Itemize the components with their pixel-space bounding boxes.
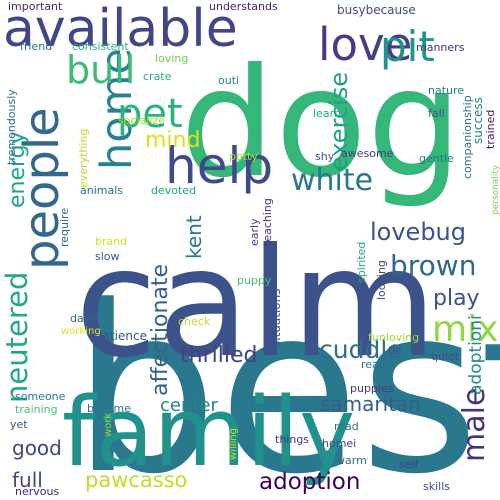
word-tremendously: tremendously bbox=[5, 89, 18, 165]
word-manners: manners bbox=[416, 41, 465, 54]
word-mix: mix bbox=[432, 309, 498, 350]
word-devoted: devoted bbox=[151, 184, 196, 197]
word-days: days bbox=[70, 312, 96, 325]
word-self: self bbox=[399, 458, 420, 471]
word-homei: homei bbox=[322, 437, 356, 450]
word-best: best bbox=[72, 258, 500, 500]
word-become: become bbox=[87, 402, 131, 415]
word-help: help bbox=[165, 137, 273, 195]
word-ready: ready bbox=[361, 358, 393, 371]
word-tlc: tlc bbox=[388, 344, 401, 357]
word-things: things bbox=[275, 433, 309, 446]
word-brown: brown bbox=[390, 249, 476, 282]
word-crate: crate bbox=[143, 70, 172, 83]
word-slow: slow bbox=[95, 250, 120, 263]
word-home: home bbox=[92, 48, 142, 170]
word-white: white bbox=[291, 163, 373, 198]
word-pet: pet bbox=[117, 91, 183, 137]
word-skills: skills bbox=[423, 480, 450, 493]
word-mind: mind bbox=[145, 128, 200, 153]
word-dog: dog bbox=[180, 37, 462, 211]
word-pawcasso: pawcasso bbox=[85, 468, 188, 492]
word-working: working bbox=[61, 326, 101, 337]
word-someone: someone bbox=[15, 390, 66, 403]
word-early: early bbox=[248, 218, 261, 246]
word-require: require bbox=[58, 208, 71, 247]
word-funloving: funloving bbox=[368, 331, 419, 344]
word-patience: patience bbox=[95, 329, 147, 343]
word-available: available bbox=[3, 0, 238, 59]
word-success: success bbox=[471, 97, 485, 144]
word-fall: fall bbox=[428, 107, 445, 120]
word-family: family bbox=[62, 378, 355, 488]
word-love: love bbox=[318, 18, 412, 71]
word-yet: yet bbox=[10, 418, 28, 431]
word-center: center bbox=[160, 395, 219, 416]
word-puppy: puppy bbox=[237, 274, 272, 287]
word-outi: outi bbox=[218, 74, 239, 87]
word-situations: situations bbox=[269, 289, 283, 348]
word-brand: brand bbox=[95, 235, 127, 248]
word-important: important bbox=[8, 0, 63, 13]
word-pit: pit bbox=[380, 22, 435, 71]
word-play: play bbox=[433, 286, 480, 311]
word-trained: trained bbox=[484, 110, 497, 149]
word-affectionate: affectionate bbox=[148, 264, 173, 396]
word-quiet: quiet bbox=[431, 350, 460, 363]
word-work: work bbox=[103, 413, 114, 437]
word-road: road bbox=[334, 420, 359, 433]
word-potty: potty bbox=[229, 150, 258, 163]
word-everything: everything bbox=[77, 129, 90, 188]
word-teaching: teaching bbox=[261, 198, 274, 246]
word-kent: kent bbox=[182, 215, 206, 259]
word-samaritan: samaritan bbox=[320, 392, 421, 416]
word-awesome: awesome bbox=[341, 147, 394, 160]
word-understands: understands bbox=[209, 0, 278, 13]
word-shy: shy bbox=[315, 150, 335, 163]
word-loving: loving bbox=[155, 52, 188, 65]
word-full: full bbox=[12, 468, 43, 492]
word-cuddle: cuddle bbox=[319, 335, 403, 364]
word-good: good bbox=[12, 436, 62, 460]
word-adoption: adoption bbox=[259, 469, 360, 495]
word-neutered: neutered bbox=[0, 272, 34, 403]
word-busybecause: busybecause bbox=[337, 3, 416, 17]
word-socialize: socialize bbox=[118, 114, 165, 127]
word-training: training bbox=[15, 403, 58, 416]
word-personality: personality bbox=[491, 164, 500, 215]
word-thrilled: thrilled bbox=[180, 343, 257, 368]
word-lovebug: lovebug bbox=[370, 218, 466, 246]
word-spirited: spirited bbox=[355, 242, 368, 283]
word-nature: nature bbox=[428, 84, 464, 97]
word-friend: friend bbox=[20, 40, 52, 53]
word-looking: looking bbox=[375, 260, 388, 300]
word-male: male bbox=[457, 388, 492, 462]
word-warm: warm bbox=[336, 454, 367, 467]
word-nervous: nervous bbox=[15, 485, 59, 498]
word-willing: willing bbox=[228, 428, 239, 460]
word-people: people bbox=[14, 107, 70, 270]
word-gentle: gentle bbox=[419, 152, 454, 165]
word-puppies: puppies bbox=[350, 382, 394, 395]
word-consistent: consistent bbox=[72, 40, 129, 53]
word-adoptioni: adoptioni bbox=[466, 315, 486, 395]
word-companionship: companionship bbox=[461, 95, 474, 179]
word-calm: calm bbox=[75, 217, 437, 391]
word-learn: learn bbox=[313, 107, 341, 120]
word-check: check bbox=[178, 315, 211, 328]
word-exercise: exercise bbox=[325, 72, 353, 171]
word-animals: animals bbox=[80, 184, 123, 197]
word-energy: energy bbox=[5, 131, 30, 208]
word-bull: bull bbox=[66, 48, 135, 92]
